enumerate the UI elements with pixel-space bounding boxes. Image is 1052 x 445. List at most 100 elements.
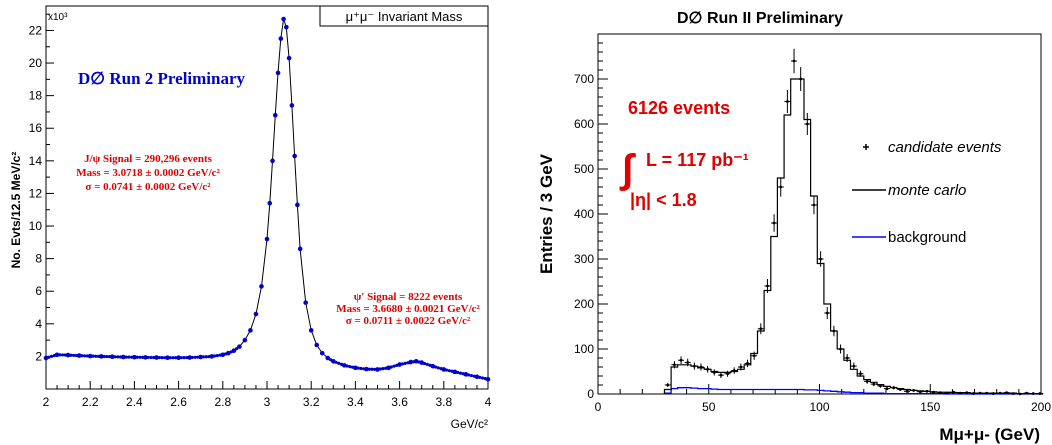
left-data-point-dense <box>201 355 206 359</box>
candidate-event-point <box>1030 392 1037 395</box>
data-marker <box>952 390 955 394</box>
left-data-point-dense <box>63 353 67 357</box>
left-data-point-dense <box>80 354 84 358</box>
candidate-event-point <box>844 353 851 363</box>
data-marker <box>872 382 876 386</box>
data-marker <box>945 391 949 395</box>
data-marker <box>965 391 969 395</box>
candidate-event-point <box>930 390 937 394</box>
left-data-point-dense <box>171 356 175 360</box>
left-data-point-dense <box>472 374 476 378</box>
left-data-point-dense <box>193 355 197 359</box>
left-data-point-dense <box>447 369 451 373</box>
data-marker <box>799 77 803 81</box>
left-data-point <box>272 112 278 118</box>
right-y-tick-label: 600 <box>574 117 594 131</box>
left-x-tick-label: 3 <box>264 395 271 409</box>
data-marker <box>972 392 975 395</box>
data-marker <box>666 383 670 387</box>
legend-candidate-events: candidate events <box>888 139 1002 156</box>
left-x-tick-label: 3.8 <box>435 395 452 409</box>
left-data-point <box>281 16 286 22</box>
candidate-event-point <box>923 389 930 393</box>
data-marker <box>719 373 723 377</box>
left-data-point-dense <box>88 354 92 358</box>
candidate-event-point <box>890 386 897 390</box>
left-data-point <box>284 24 289 30</box>
left-data-point <box>253 311 259 317</box>
left-data-point-dense <box>337 361 341 365</box>
data-marker <box>998 391 1002 395</box>
data-marker <box>779 185 783 189</box>
left-data-point-dense <box>127 355 131 359</box>
candidate-event-point <box>717 372 724 379</box>
candidate-event-point <box>678 356 685 365</box>
left-data-point-dense <box>400 362 404 366</box>
right-y-axis-label: Entries / 3 GeV <box>537 153 556 274</box>
data-marker <box>1005 391 1009 395</box>
left-data-point <box>270 158 275 164</box>
left-title-box-text: μ⁺μ⁻ Invariant Mass <box>346 9 463 24</box>
left-data-point-dense <box>179 356 183 360</box>
candidate-event-point <box>791 48 798 74</box>
left-data-point-dense <box>69 353 73 357</box>
right-x-tick-label: 0 <box>595 400 602 414</box>
candidate-event-point <box>1003 391 1010 395</box>
data-marker <box>1011 392 1015 395</box>
data-marker <box>978 391 982 395</box>
left-data-point-dense <box>364 367 369 371</box>
candidate-event-point <box>830 325 837 337</box>
left-data-point-dense <box>392 364 396 368</box>
left-data-point-dense <box>417 360 421 364</box>
left-data-point-dense <box>146 355 150 360</box>
left-data-point-dense <box>411 360 416 364</box>
left-data-point-dense <box>235 347 239 351</box>
jpsi-signal-text: J/ψ Signal = 290,296 events <box>84 153 213 165</box>
right-title: D∅ Run II Preliminary <box>677 10 843 27</box>
left-data-point-dense <box>149 355 153 360</box>
left-data-point-dense <box>456 370 460 375</box>
left-data-point-dense <box>237 345 241 349</box>
left-data-point-dense <box>99 354 103 359</box>
left-data-point-dense <box>467 373 471 377</box>
left-data-point-dense <box>353 366 357 370</box>
psi2s-signal-text: ψ' Signal = 8222 events <box>354 291 463 303</box>
left-y-axis-label: No. Evts/12.5 MeV/c² <box>9 152 23 269</box>
candidate-event-point <box>711 369 718 376</box>
candidate-event-point <box>857 370 864 377</box>
candidate-event-point <box>970 392 977 395</box>
candidate-event-point <box>731 367 738 374</box>
left-data-point <box>292 153 297 159</box>
data-marker <box>1031 392 1035 395</box>
data-marker <box>746 362 749 365</box>
left-data-point-dense <box>141 355 145 359</box>
right-y-tick-label: 100 <box>574 342 594 356</box>
left-data-point-dense <box>226 351 230 355</box>
left-data-point-dense <box>480 376 485 380</box>
left-data-point <box>267 200 273 206</box>
left-data-point-dense <box>348 364 352 369</box>
left-data-point-dense <box>74 353 78 358</box>
data-marker <box>739 365 743 369</box>
left-data-point-dense <box>44 356 48 360</box>
candidate-event-point <box>943 391 950 395</box>
candidate-event-point <box>824 306 831 320</box>
candidate-event-point <box>897 388 904 391</box>
right-y-tick-label: 200 <box>574 297 594 311</box>
left-data-point-dense <box>389 365 393 369</box>
left-data-point-dense <box>116 355 120 359</box>
left-data-point-dense <box>425 362 429 366</box>
left-data-point-dense <box>196 355 200 359</box>
left-data-point-dense <box>444 368 449 372</box>
left-data-point-dense <box>83 354 87 358</box>
left-data-point-dense <box>384 366 388 370</box>
left-data-point-dense <box>138 355 142 359</box>
left-data-point-dense <box>163 356 167 360</box>
left-data-point-dense <box>436 366 440 370</box>
left-data-point-dense <box>154 355 159 360</box>
left-data-point <box>248 328 253 333</box>
left-data-point-dense <box>107 355 112 359</box>
left-data-point-dense <box>428 363 432 367</box>
data-marker <box>885 387 889 390</box>
left-data-point-dense <box>160 356 164 360</box>
